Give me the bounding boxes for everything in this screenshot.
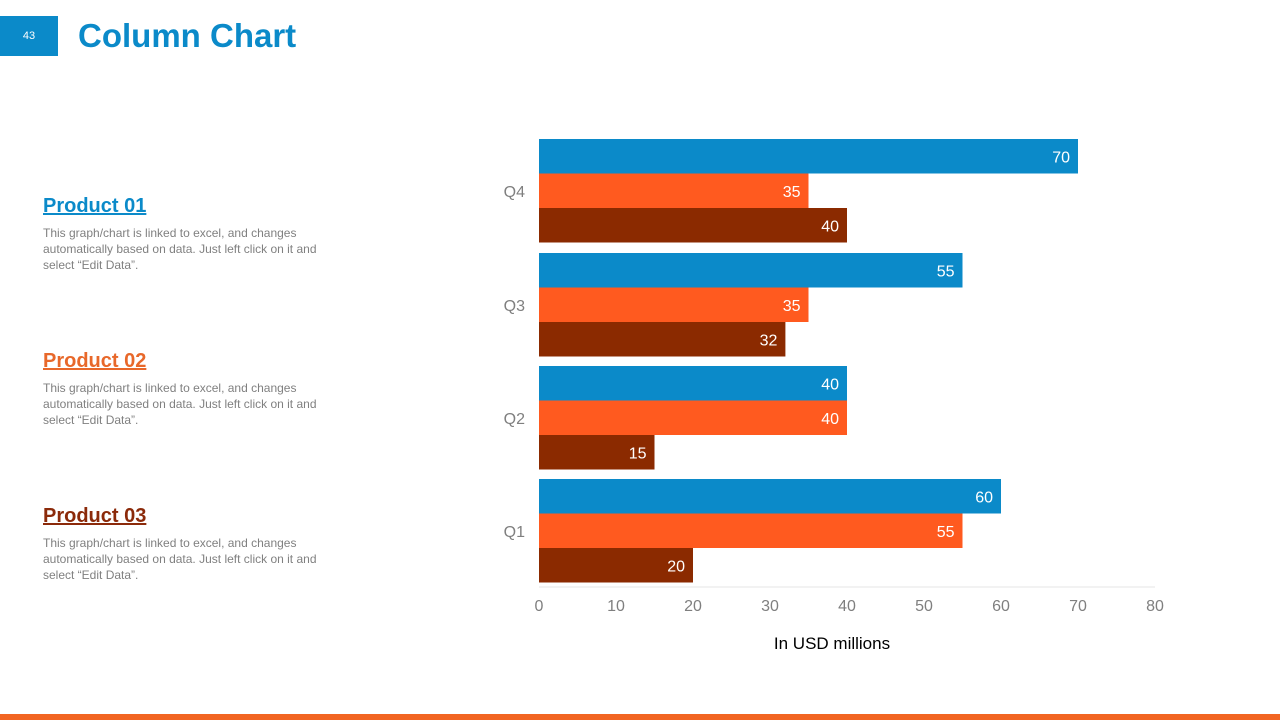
product-block-1: Product 01 This graph/chart is linked to… — [43, 193, 333, 273]
data-label-q3-series-2: 35 — [783, 298, 801, 315]
product-description-2: This graph/chart is linked to excel, and… — [43, 381, 317, 427]
x-tick-label-80: 80 — [1146, 598, 1164, 615]
bar-q2-series-3 — [539, 435, 655, 470]
data-label-q1-series-2: 55 — [937, 524, 955, 541]
product-description-1: This graph/chart is linked to excel, and… — [43, 226, 317, 272]
slide-number: 43 — [22, 30, 36, 42]
x-tick-label-70: 70 — [1069, 598, 1087, 615]
category-label-q3: Q3 — [504, 298, 525, 315]
x-tick-label-10: 10 — [607, 598, 625, 615]
bar-q1-series-2 — [539, 513, 963, 548]
product-title-2: Product 02 — [43, 350, 147, 372]
bar-q3-series-2 — [539, 287, 809, 322]
bar-q4-series-1 — [539, 139, 1078, 174]
data-label-q3-series-3: 32 — [760, 332, 778, 349]
category-label-q4: Q4 — [504, 184, 525, 201]
page-title: Column Chart — [78, 17, 297, 54]
data-label-q4-series-3: 40 — [821, 218, 839, 235]
data-label-q2-series-2: 40 — [821, 411, 839, 428]
data-label-q1-series-1: 60 — [975, 489, 993, 506]
slide-number-badge: 43 — [0, 16, 58, 56]
data-label-q4-series-2: 35 — [783, 184, 801, 201]
category-label-q1: Q1 — [504, 524, 525, 541]
data-label-q3-series-1: 55 — [937, 263, 955, 280]
x-tick-label-40: 40 — [838, 598, 856, 615]
data-label-q4-series-1: 70 — [1052, 149, 1070, 166]
bar-q2-series-2 — [539, 400, 847, 435]
x-tick-label-60: 60 — [992, 598, 1010, 615]
data-label-q1-series-3: 20 — [667, 558, 685, 575]
bar-q4-series-2 — [539, 173, 809, 208]
product-title-3: Product 03 — [43, 505, 147, 527]
x-tick-label-20: 20 — [684, 598, 702, 615]
data-label-q2-series-1: 40 — [821, 376, 839, 393]
x-axis-title: In USD millions — [774, 634, 890, 653]
bottom-accent-bar — [0, 714, 1280, 720]
x-tick-label-0: 0 — [535, 598, 544, 615]
bar-q3-series-3 — [539, 322, 786, 357]
product-block-2: Product 02 This graph/chart is linked to… — [43, 348, 333, 428]
bar-q1-series-3 — [539, 548, 693, 583]
x-tick-label-50: 50 — [915, 598, 933, 615]
data-label-q2-series-3: 15 — [629, 445, 647, 462]
product-title-1: Product 01 — [43, 195, 147, 217]
bar-q3-series-1 — [539, 253, 963, 288]
bar-q2-series-1 — [539, 366, 847, 401]
product-description-3: This graph/chart is linked to excel, and… — [43, 536, 317, 582]
bar-q1-series-1 — [539, 479, 1001, 514]
bar-q4-series-3 — [539, 208, 847, 243]
category-label-q2: Q2 — [504, 411, 525, 428]
x-tick-label-30: 30 — [761, 598, 779, 615]
product-block-3: Product 03 This graph/chart is linked to… — [43, 503, 333, 583]
